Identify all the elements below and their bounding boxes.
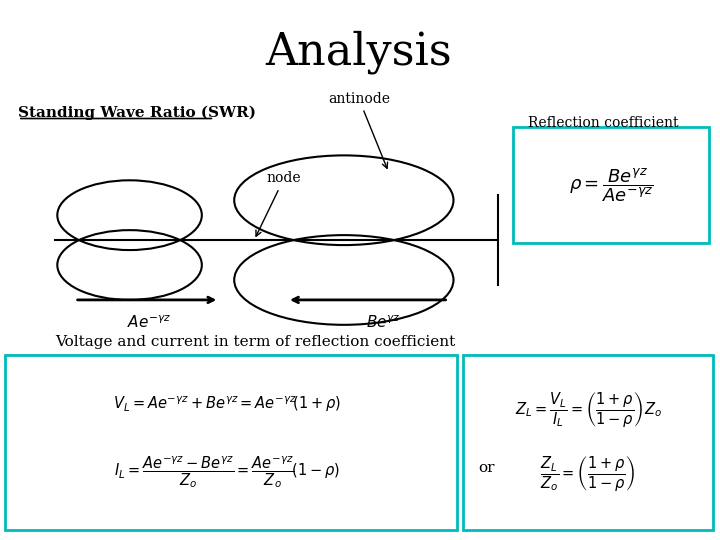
Text: Standing Wave Ratio (SWR): Standing Wave Ratio (SWR) xyxy=(18,105,256,120)
Text: or: or xyxy=(478,461,495,475)
Text: Voltage and current in term of reflection coefficient: Voltage and current in term of reflectio… xyxy=(55,335,455,349)
FancyBboxPatch shape xyxy=(513,127,708,243)
Text: node: node xyxy=(256,171,302,236)
Text: $I_L = \dfrac{Ae^{-\gamma z} - Be^{\gamma z}}{Z_o} = \dfrac{Ae^{-\gamma z}}{Z_o}: $I_L = \dfrac{Ae^{-\gamma z} - Be^{\gamm… xyxy=(114,454,341,490)
Text: $Be^{\gamma z}$: $Be^{\gamma z}$ xyxy=(366,315,401,332)
Text: $Z_L = \dfrac{V_L}{I_L} = \left(\dfrac{1+\rho}{1-\rho}\right)Z_o$: $Z_L = \dfrac{V_L}{I_L} = \left(\dfrac{1… xyxy=(515,389,662,429)
Text: antinode: antinode xyxy=(328,92,390,168)
Text: Reflection coefficient: Reflection coefficient xyxy=(528,116,679,130)
FancyBboxPatch shape xyxy=(5,355,457,530)
Text: $\dfrac{Z_L}{Z_o} = \left(\dfrac{1+\rho}{1-\rho}\right)$: $\dfrac{Z_L}{Z_o} = \left(\dfrac{1+\rho}… xyxy=(541,454,636,494)
Text: $V_L = Ae^{-\gamma z} + Be^{\gamma z} = Ae^{-\gamma z}\!\left(1+\rho\right)$: $V_L = Ae^{-\gamma z} + Be^{\gamma z} = … xyxy=(113,395,341,414)
Text: $\rho = \dfrac{Be^{\gamma z}}{Ae^{-\gamma z}}$: $\rho = \dfrac{Be^{\gamma z}}{Ae^{-\gamm… xyxy=(569,166,653,204)
FancyBboxPatch shape xyxy=(464,355,713,530)
Text: Analysis: Analysis xyxy=(266,31,452,75)
Text: $Ae^{-\gamma z}$: $Ae^{-\gamma z}$ xyxy=(127,315,171,332)
